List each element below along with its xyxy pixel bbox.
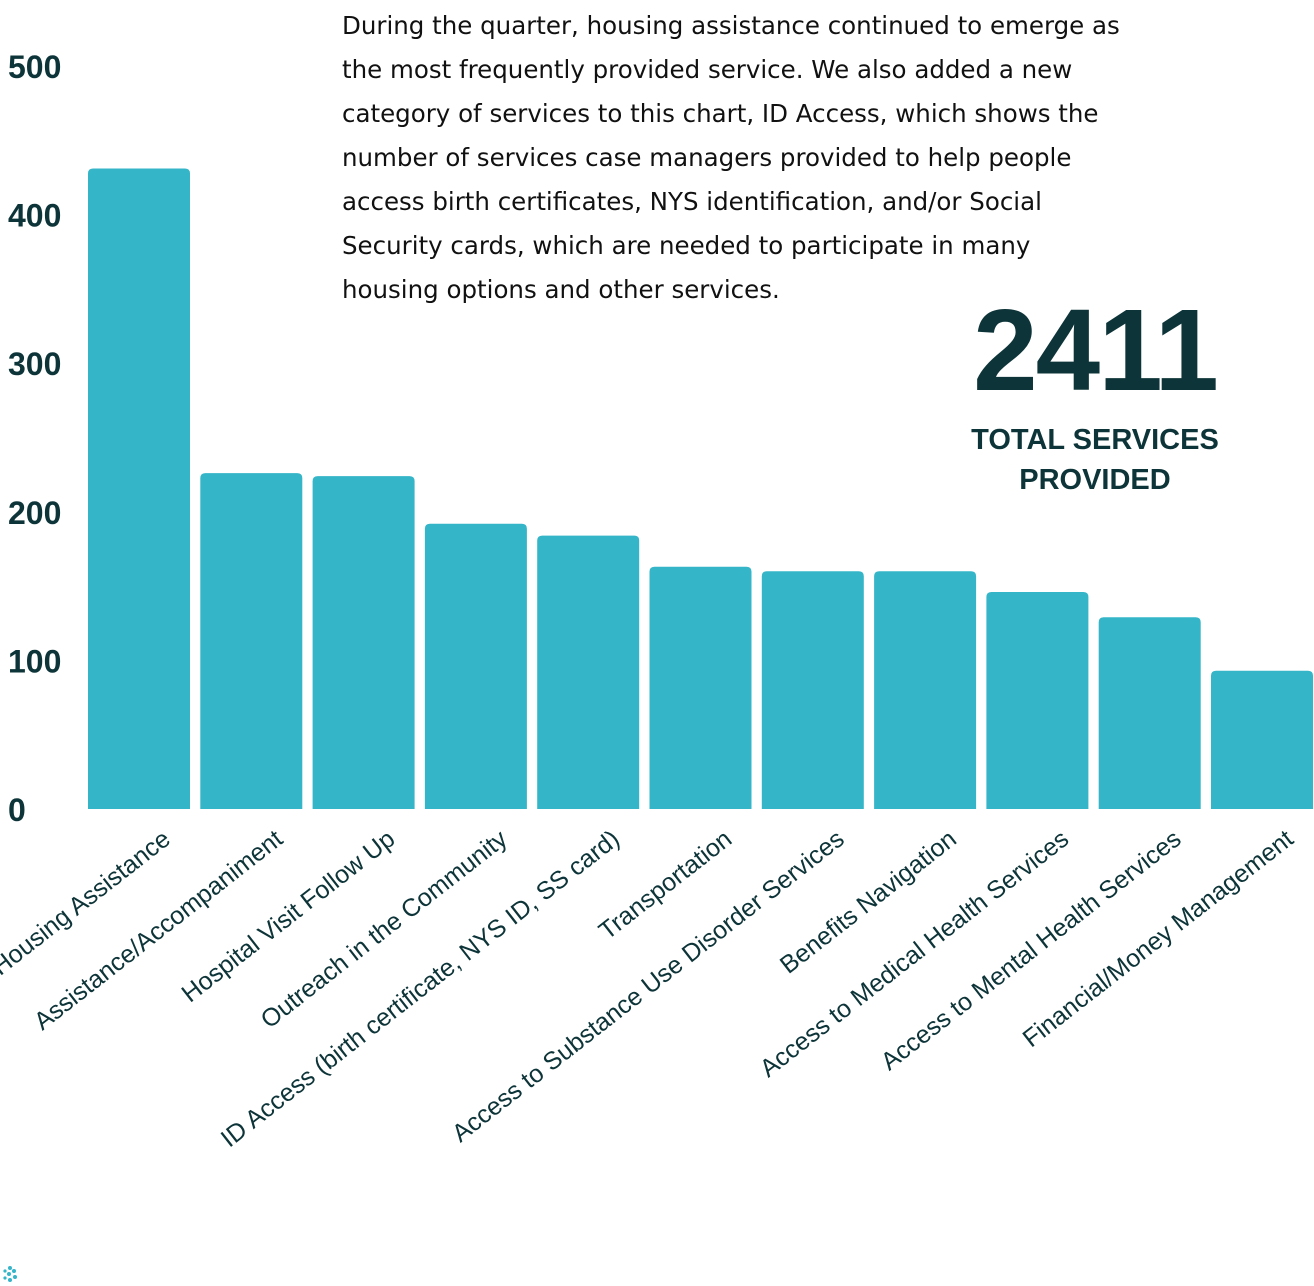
y-tick-label: 100	[8, 643, 61, 679]
bars	[88, 168, 1313, 809]
bar	[312, 476, 415, 809]
total-services-label: TOTAL SERVICES PROVIDED	[971, 424, 1219, 496]
y-tick-label: 500	[8, 49, 61, 85]
bar	[1211, 670, 1313, 809]
bar	[761, 571, 864, 809]
description-line: number of services case managers provide…	[342, 143, 1072, 172]
bar	[649, 566, 752, 809]
bar	[88, 168, 190, 809]
y-tick-label: 0	[8, 792, 26, 828]
description-text: During the quarter, housing assistance c…	[342, 4, 1302, 312]
description-line: the most frequently provided service. We…	[342, 55, 1073, 84]
y-tick-label: 200	[8, 495, 61, 531]
bar	[424, 523, 527, 809]
description-line: Security cards, which are needed to part…	[342, 231, 1031, 260]
bar	[986, 592, 1089, 809]
logo-icon	[3, 1266, 17, 1282]
y-tick-label: 300	[8, 346, 61, 382]
y-axis: 0 100 200 300 400 500	[8, 49, 61, 828]
bar	[1098, 617, 1201, 809]
description-line: During the quarter, housing assistance c…	[342, 11, 1120, 40]
total-services-value: 2411	[973, 285, 1219, 415]
description-line: access birth certificates, NYS identific…	[342, 187, 1042, 216]
description-line: category of services to this chart, ID A…	[342, 99, 1099, 128]
x-axis: Housing AssistanceAssistance/Accompanime…	[0, 824, 1299, 1153]
bar	[874, 571, 977, 809]
x-tick-label: Housing Assistance	[0, 825, 176, 981]
x-tick-label: ID Access (birth certificate, NYS ID, SS…	[216, 825, 625, 1153]
x-tick-label: Hospital Visit Follow Up	[176, 825, 400, 1008]
x-tick-label: Access to Substance Use Disorder Service…	[447, 825, 850, 1148]
y-tick-label: 400	[8, 198, 61, 234]
description-line: housing options and other services.	[342, 275, 780, 304]
bar	[200, 473, 303, 809]
bar	[537, 535, 640, 809]
